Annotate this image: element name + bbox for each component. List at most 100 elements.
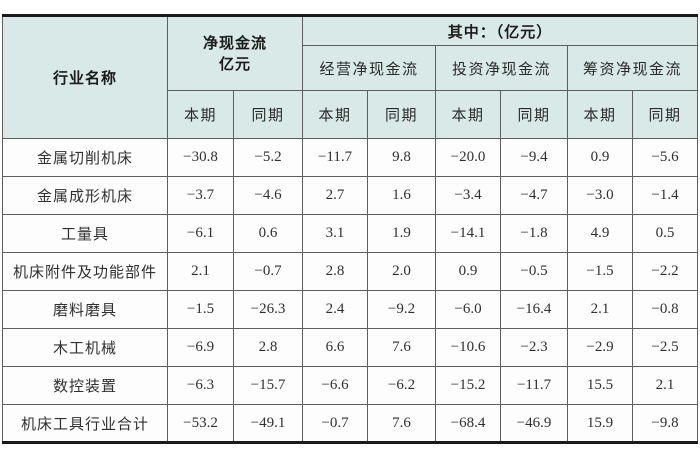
value-cell: 0.9 bbox=[567, 138, 634, 177]
value-cell: −4.7 bbox=[500, 176, 569, 215]
value-cell: 7.6 bbox=[367, 328, 437, 367]
value-cell: −5.6 bbox=[632, 138, 699, 177]
value-cell: 2.7 bbox=[302, 176, 369, 215]
value-cell: −6.9 bbox=[167, 328, 234, 367]
value-cell: −9.4 bbox=[500, 138, 569, 177]
value-cell: −1.5 bbox=[167, 290, 234, 329]
among-header: 其中：（亿元） bbox=[302, 15, 699, 46]
value-cell: −2.3 bbox=[500, 328, 569, 367]
period-header-5: 同期 bbox=[500, 90, 569, 139]
value-cell: −3.0 bbox=[567, 176, 634, 215]
value-cell: −6.0 bbox=[435, 290, 502, 329]
header-row-1: 行业名称 净现金流 亿元 其中：（亿元） bbox=[2, 15, 699, 139]
table-row: 木工机械 −6.9 2.8 6.6 7.6 −10.6 −2.3 −2.9 −2.5 bbox=[2, 328, 699, 367]
value-cell: −14.1 bbox=[435, 214, 502, 253]
value-cell: −68.4 bbox=[435, 404, 502, 443]
value-cell: 6.6 bbox=[302, 328, 369, 367]
table-row: 机床工具行业合计 −53.2 −49.1 −0.7 7.6 −68.4 −46.9 15.9−… bbox=[2, 404, 699, 443]
value-cell: −0.7 bbox=[232, 252, 304, 291]
operating-net-cash-header: 经营净现金流 bbox=[302, 45, 437, 91]
value-cell: −0.7 bbox=[302, 404, 369, 443]
industry-name-header: 行业名称 bbox=[2, 15, 168, 139]
investing-net-cash-header: 投资净现金流 bbox=[435, 45, 569, 91]
value-cell: −2.5 bbox=[632, 328, 699, 367]
table-row: 数控装置 −6.3 −15.7 −6.6 −6.2 −15.2 −11.7 15.5 2.1 bbox=[2, 366, 699, 405]
table-row: 磨料磨具 −1.5 −26.3 2.4 −9.2 −6.0 −16.4 2.1 −0.8 bbox=[2, 290, 699, 329]
value-cell: −3.7 bbox=[167, 176, 234, 215]
value-cell: −1.5 bbox=[567, 252, 634, 291]
period-header-7: 同期 bbox=[632, 90, 699, 139]
value-cell: 2.0 bbox=[367, 252, 437, 291]
value-cell: −46.9 bbox=[500, 404, 569, 443]
value-cell: −15.2 bbox=[435, 366, 502, 405]
row-label: 金属切削机床 bbox=[2, 138, 168, 177]
value-cell: 15.5 bbox=[567, 366, 634, 405]
table-header: 行业名称 净现金流 亿元 其中：（亿元） 经营净现金流 投资净现金流 筹资净现金… bbox=[2, 15, 699, 139]
value-cell: −20.0 bbox=[435, 138, 502, 177]
header-row-2: 经营净现金流 投资净现金流 筹资净现金流 bbox=[3, 45, 699, 91]
value-cell: −9.8 bbox=[632, 404, 699, 443]
net-cash-flow-header-line2: 亿元 bbox=[219, 55, 252, 73]
row-label: 磨料磨具 bbox=[2, 290, 168, 329]
net-cash-flow-header-line1: 净现金流 bbox=[203, 34, 268, 52]
table-row: 金属成形机床 −3.7 −4.6 2.7 1.6 −3.4 −4.7 −3.0 −1.4 bbox=[2, 176, 699, 215]
value-cell: −1.4 bbox=[632, 176, 699, 215]
value-cell: −6.2 bbox=[367, 366, 437, 405]
table-row: 金属切削机床 −30.8 −5.2 −11.7 9.8 −20.0 −9.4 0.9 −5.6 bbox=[2, 138, 699, 177]
value-cell: −2.9 bbox=[567, 328, 634, 367]
row-label: 工量具 bbox=[2, 214, 168, 253]
period-header-3: 同期 bbox=[367, 90, 437, 139]
value-cell: −4.6 bbox=[232, 176, 304, 215]
value-cell: −5.2 bbox=[232, 138, 304, 177]
period-header-0: 本期 bbox=[167, 90, 234, 139]
value-cell: 1.6 bbox=[367, 176, 437, 215]
header-row-3: 本期 同期 本期 同期 本期 同期 本期 同期 bbox=[3, 90, 699, 139]
value-cell: −30.8 bbox=[167, 138, 234, 177]
value-cell: −49.1 bbox=[232, 404, 304, 443]
value-cell: −11.7 bbox=[500, 366, 569, 405]
value-cell: −16.4 bbox=[500, 290, 569, 329]
period-header-2: 本期 bbox=[302, 90, 369, 139]
value-cell: 2.8 bbox=[302, 252, 369, 291]
financing-net-cash-header: 筹资净现金流 bbox=[567, 45, 699, 91]
value-cell: −2.2 bbox=[632, 252, 699, 291]
net-cash-flow-header: 净现金流 亿元 bbox=[166, 15, 304, 91]
value-cell: 2.4 bbox=[302, 290, 369, 329]
row-label: 机床工具行业合计 bbox=[2, 404, 168, 443]
value-cell: −0.5 bbox=[500, 252, 569, 291]
value-cell: −6.6 bbox=[302, 366, 369, 405]
value-cell: −53.2 bbox=[167, 404, 234, 443]
row-label: 金属成形机床 bbox=[2, 176, 168, 215]
value-cell: 0.5 bbox=[632, 214, 699, 253]
value-cell: 1.9 bbox=[367, 214, 437, 253]
table-row: 工量具 −6.1 0.6 3.1 1.9 −14.1 −1.8 4.9 0.5 bbox=[2, 214, 699, 253]
value-cell: −9.2 bbox=[367, 290, 437, 329]
value-cell: 15.9 bbox=[567, 404, 634, 443]
value-cell: −11.7 bbox=[302, 138, 369, 177]
period-header-6: 本期 bbox=[567, 90, 634, 139]
value-cell: −6.3 bbox=[167, 366, 234, 405]
table-body: 金属切削机床 −30.8 −5.2 −11.7 9.8 −20.0 −9.4 0.9 −5.6 金… bbox=[2, 138, 699, 443]
value-cell: −0.8 bbox=[632, 290, 699, 329]
value-cell: −26.3 bbox=[232, 290, 304, 329]
period-header-4: 本期 bbox=[435, 90, 502, 139]
value-cell: 4.9 bbox=[567, 214, 634, 253]
cash-flow-table: 行业名称 净现金流 亿元 其中：（亿元） 经营净现金流 投资净现金流 筹资净现金… bbox=[2, 14, 699, 444]
row-label: 数控装置 bbox=[2, 366, 168, 405]
value-cell: −3.4 bbox=[435, 176, 502, 215]
value-cell: 0.9 bbox=[435, 252, 502, 291]
period-header-1: 同期 bbox=[232, 90, 304, 139]
value-cell: 9.8 bbox=[367, 138, 437, 177]
value-cell: 7.6 bbox=[367, 404, 437, 443]
value-cell: 2.8 bbox=[232, 328, 304, 367]
value-cell: 2.1 bbox=[167, 252, 234, 291]
value-cell: 0.6 bbox=[232, 214, 304, 253]
row-label: 机床附件及功能部件 bbox=[2, 252, 168, 291]
value-cell: 3.1 bbox=[302, 214, 369, 253]
value-cell: −15.7 bbox=[232, 366, 304, 405]
value-cell: −1.8 bbox=[500, 214, 569, 253]
value-cell: −10.6 bbox=[435, 328, 502, 367]
value-cell: 2.1 bbox=[567, 290, 634, 329]
value-cell: −6.1 bbox=[167, 214, 234, 253]
